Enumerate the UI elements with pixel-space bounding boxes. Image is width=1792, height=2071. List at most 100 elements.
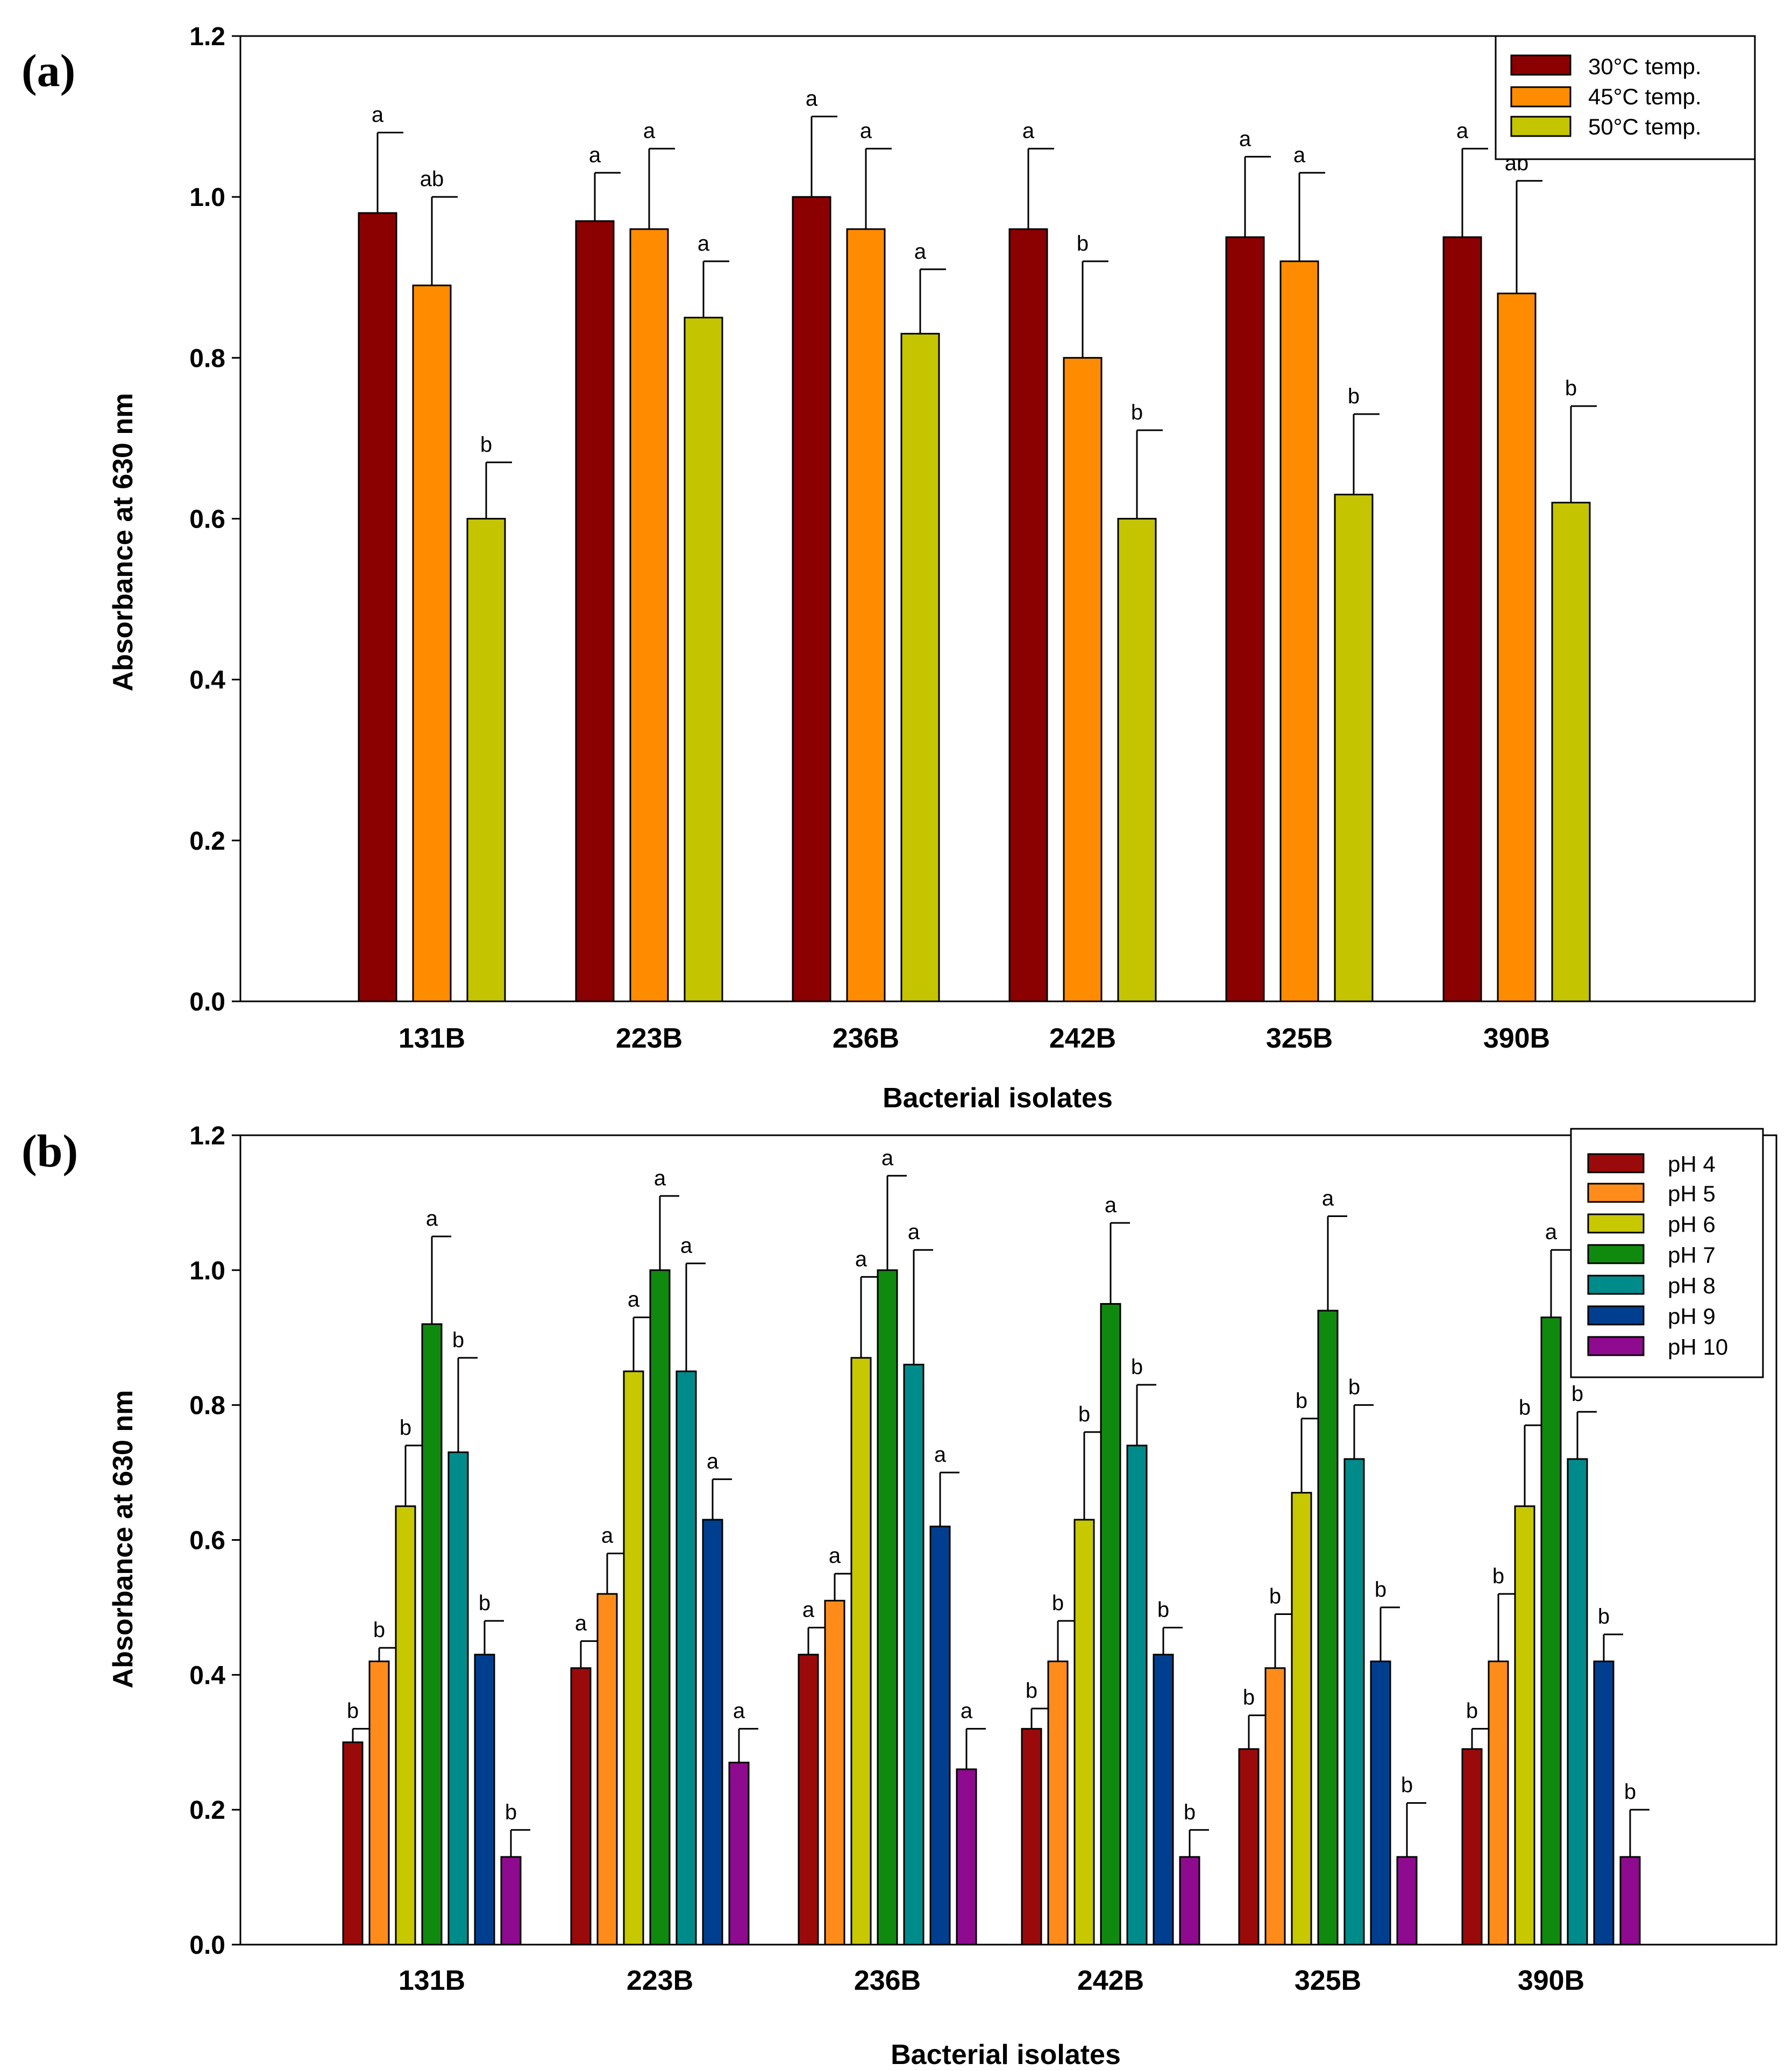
sig-label-325b-ph-9: b (1375, 1578, 1386, 1602)
panel-a-x-axis-title: Bacterial isolates (883, 1083, 1113, 1114)
sig-label-325b-50-c-temp: b (1348, 385, 1360, 408)
panel-b-y-ticks: 0.0 0.2 0.4 0.6 0.8 1.0 1.2 (189, 1122, 240, 1960)
bar-325b-ph-5 (1264, 1667, 1286, 1946)
bar-223b-ph-10 (728, 1761, 750, 1946)
bar-242b-ph-5 (1047, 1660, 1069, 1946)
legend-label-ph6: pH 6 (1668, 1212, 1716, 1237)
bar-131b-ph-6 (395, 1505, 416, 1946)
x-tick-label-131b: 131B (399, 1023, 465, 1054)
bar-131b-ph-10 (500, 1856, 522, 1946)
sig-label-325b-ph-6: b (1296, 1389, 1307, 1413)
sig-label-390b-30-c-temp: a (1456, 119, 1469, 143)
legend-label-ph4: pH 4 (1668, 1151, 1716, 1177)
sig-label-131b-ph-10: b (505, 1800, 517, 1824)
sig-label-390b-ph-5: b (1492, 1564, 1504, 1588)
panel-b-x-axis-title: Bacterial isolates (891, 2039, 1121, 2070)
sig-label-223b-ph-9: a (707, 1450, 719, 1474)
sig-label-236b-ph-7: a (881, 1146, 894, 1170)
bar-131b-45-c-temp (412, 284, 452, 1002)
sig-label-242b-ph-7: a (1105, 1193, 1117, 1217)
bar-236b-ph-4 (798, 1654, 819, 1946)
panel-b-legend: pH 4 pH 5 pH 6 pH 7 pH 8 pH 9 pH 10 (1570, 1128, 1764, 1378)
legend-swatch-ph4 (1587, 1153, 1645, 1173)
panel-b-chart: (b) Absorbance at 630 nm Bacterial isola… (22, 1122, 1777, 2070)
legend-label-ph7: pH 7 (1668, 1242, 1716, 1268)
y-tick-label: 1.0 (189, 183, 225, 212)
bar-131b-ph-7 (421, 1323, 443, 1946)
bar-236b-ph-6 (850, 1357, 872, 1946)
sig-label-223b-45-c-temp: a (643, 119, 656, 143)
sig-label-242b-ph-10: b (1184, 1800, 1196, 1824)
bar-242b-ph-4 (1021, 1728, 1042, 1946)
bar-242b-ph-10 (1179, 1856, 1200, 1946)
bar-325b-30-c-temp (1225, 236, 1265, 1002)
legend-label-ph9: pH 9 (1668, 1304, 1716, 1329)
panel-b-x-tick-labels: 131B 223B 236B 242B 325B 390B (399, 1965, 1584, 1996)
y-tick-label: 0.0 (189, 1931, 225, 1960)
sig-label-242b-50-c-temp: b (1131, 401, 1143, 424)
bar-131b-30-c-temp (358, 212, 397, 1002)
sig-label-325b-ph-10: b (1401, 1774, 1413, 1797)
sig-label-131b-ph-6: b (400, 1416, 411, 1440)
legend-swatch-30c (1510, 54, 1571, 76)
bar-390b-45-c-temp (1497, 293, 1537, 1002)
y-tick-label: 1.2 (189, 1122, 225, 1150)
bar-325b-ph-6 (1291, 1492, 1312, 1946)
legend-label-ph5: pH 5 (1668, 1181, 1716, 1206)
sig-label-242b-ph-6: b (1078, 1403, 1090, 1426)
bar-242b-ph-6 (1073, 1519, 1095, 1946)
sig-label-236b-45-c-temp: a (860, 119, 872, 143)
sig-label-131b-ph-9: b (479, 1591, 490, 1615)
sig-label-325b-30-c-temp: a (1239, 127, 1251, 151)
panel-a-chart: (a) Absorbance at 630 nm Bacterial isola… (22, 23, 1756, 1114)
bar-236b-ph-7 (877, 1269, 898, 1946)
legend-label-ph8: pH 8 (1668, 1273, 1716, 1298)
sig-label-390b-ph-7: a (1545, 1220, 1558, 1244)
y-tick-label: 0.6 (189, 506, 225, 534)
bar-325b-ph-10 (1396, 1856, 1418, 1946)
sig-label-236b-ph-4: a (802, 1598, 815, 1622)
bar-236b-ph-8 (903, 1363, 925, 1946)
sig-label-242b-ph-5: b (1052, 1591, 1064, 1615)
legend-swatch-50c (1510, 116, 1571, 137)
bar-390b-ph-10 (1619, 1856, 1641, 1946)
sig-label-242b-ph-9: b (1157, 1598, 1169, 1622)
y-tick-label: 0.4 (189, 1661, 225, 1690)
y-tick-label: 0.2 (189, 827, 225, 856)
sig-label-236b-ph-6: a (855, 1247, 867, 1271)
sig-label-131b-ph-5: b (373, 1618, 385, 1642)
sig-label-390b-ph-9: b (1598, 1605, 1610, 1628)
bar-242b-ph-7 (1100, 1303, 1121, 1946)
sig-label-242b-ph-4: b (1026, 1679, 1037, 1703)
sig-label-325b-ph-5: b (1269, 1584, 1281, 1608)
sig-label-325b-45-c-temp: a (1293, 143, 1306, 167)
bar-390b-50-c-temp (1551, 502, 1591, 1002)
sig-label-223b-ph-10: a (733, 1699, 745, 1723)
legend-swatch-ph10 (1587, 1336, 1645, 1356)
legend-label-30c: 30°C temp. (1588, 54, 1702, 79)
bar-131b-ph-5 (368, 1660, 390, 1946)
bar-131b-50-c-temp (466, 518, 506, 1002)
x-tick-label-223b: 223B (627, 1965, 693, 1996)
legend-swatch-ph6 (1587, 1213, 1645, 1234)
bar-325b-ph-4 (1238, 1748, 1260, 1946)
x-tick-label-325b: 325B (1295, 1965, 1361, 1996)
x-tick-label-223b: 223B (616, 1023, 682, 1054)
sig-label-325b-ph-7: a (1322, 1187, 1334, 1211)
x-tick-label-325b: 325B (1266, 1023, 1333, 1054)
bar-236b-ph-10 (956, 1768, 977, 1946)
bar-390b-ph-5 (1488, 1660, 1509, 1946)
bar-390b-ph-7 (1540, 1316, 1562, 1946)
sig-label-223b-ph-5: a (601, 1524, 614, 1548)
bar-390b-ph-9 (1593, 1660, 1615, 1946)
sig-label-223b-ph-4: a (575, 1612, 587, 1635)
sig-label-131b-50-c-temp: b (480, 433, 492, 457)
sig-label-131b-ph-7: a (426, 1207, 438, 1230)
bar-236b-45-c-temp (846, 228, 886, 1002)
sig-label-325b-ph-8: b (1348, 1376, 1360, 1399)
y-tick-label: 0.4 (189, 666, 225, 695)
bar-223b-ph-8 (675, 1370, 697, 1946)
sig-label-390b-ph-8: b (1571, 1382, 1583, 1406)
